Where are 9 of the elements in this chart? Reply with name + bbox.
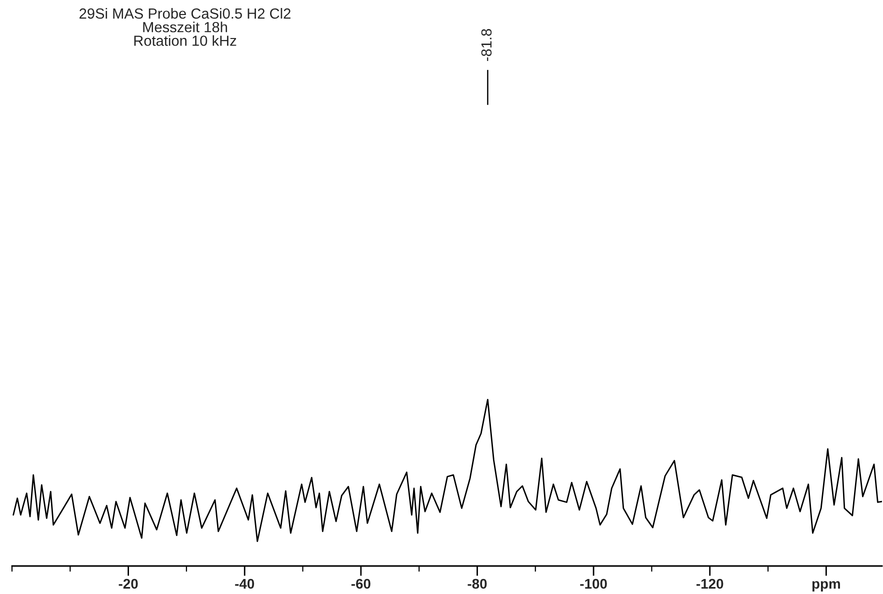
x-tick-label: -100 [580, 578, 607, 589]
x-tick-label: -60 [351, 578, 370, 589]
text: -81.8 [481, 29, 492, 61]
x-tick-label: -120 [696, 578, 724, 589]
x-tick-label: -20 [118, 578, 138, 589]
x-tick-label: ppm [812, 581, 840, 592]
chart-title: 29Si MAS Probe CaSi0.5 H2 Cl2 Messzeit 18h Rotation 10 kHz [80, 8, 290, 46]
x-tick-label: -40 [235, 578, 254, 589]
x-tick-label: -80 [468, 578, 487, 589]
